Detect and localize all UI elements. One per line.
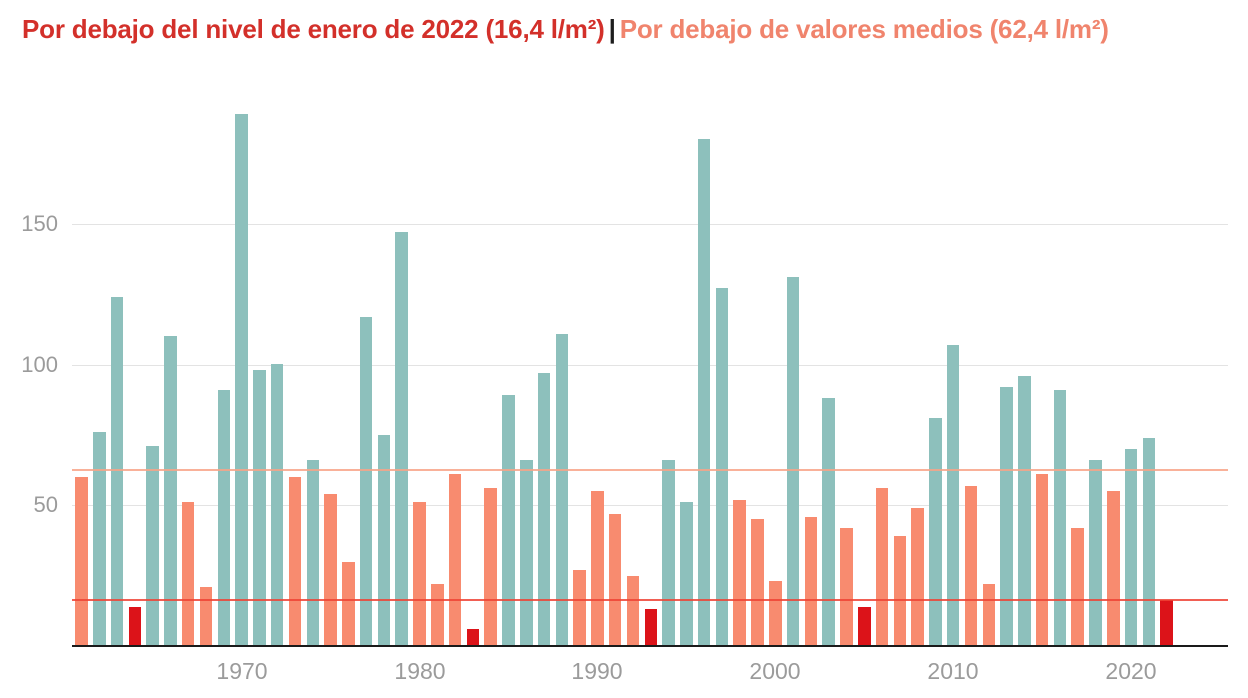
- bar-2008[interactable]: [911, 508, 924, 646]
- bar-2019[interactable]: [1107, 491, 1120, 646]
- x-axis-baseline: [72, 645, 1228, 647]
- bar-1989[interactable]: [573, 570, 586, 646]
- bar-2011[interactable]: [964, 486, 978, 646]
- bar-2004[interactable]: [840, 528, 853, 646]
- bar-1983[interactable]: [466, 629, 480, 646]
- bar-2001[interactable]: [786, 277, 800, 646]
- bar-1987[interactable]: [537, 373, 551, 646]
- bar-1993[interactable]: [644, 609, 658, 646]
- bar-2016[interactable]: [1053, 390, 1067, 646]
- bar-1984[interactable]: [484, 488, 497, 646]
- refline-enero_2022: [72, 599, 1228, 601]
- bar-2013[interactable]: [1000, 387, 1013, 646]
- bar-2014[interactable]: [1018, 376, 1031, 646]
- bar-1967[interactable]: [181, 502, 195, 646]
- bar-1985[interactable]: [502, 395, 515, 646]
- bar-1980[interactable]: [413, 502, 426, 646]
- bar-1979[interactable]: [395, 232, 408, 646]
- bar-2009[interactable]: [929, 418, 942, 646]
- gridline-150: [72, 224, 1228, 225]
- y-tick-label-150: 150: [21, 211, 58, 236]
- x-tick-label-1990: 1990: [571, 658, 623, 684]
- refline-valores_medios: [72, 469, 1228, 471]
- bar-2015[interactable]: [1035, 474, 1049, 646]
- x-tick-label-1970: 1970: [216, 658, 268, 684]
- bar-1966[interactable]: [164, 336, 177, 646]
- bar-2002[interactable]: [804, 517, 818, 646]
- bar-2010[interactable]: [946, 345, 960, 646]
- title-segment-below-average: Por debajo de valores medios (62,4 l/m²): [619, 14, 1109, 44]
- gridline-100: [72, 365, 1228, 366]
- bar-1970[interactable]: [235, 114, 248, 646]
- bar-1994[interactable]: [662, 460, 675, 646]
- bar-1992[interactable]: [626, 576, 640, 646]
- bar-2006[interactable]: [875, 488, 889, 646]
- bar-1995[interactable]: [680, 502, 693, 646]
- bar-2005[interactable]: [858, 607, 871, 646]
- bar-1965[interactable]: [146, 446, 159, 646]
- bar-1969[interactable]: [217, 390, 231, 646]
- x-tick-label-2000: 2000: [749, 658, 801, 684]
- bar-1990[interactable]: [591, 491, 604, 646]
- bar-1975[interactable]: [324, 494, 337, 646]
- x-tick-label-1980: 1980: [394, 658, 446, 684]
- bar-1978[interactable]: [377, 435, 391, 646]
- bar-2012[interactable]: [982, 584, 996, 646]
- bar-1976[interactable]: [342, 562, 355, 646]
- bar-2000[interactable]: [769, 581, 782, 646]
- bar-2007[interactable]: [893, 536, 907, 646]
- bar-1981[interactable]: [431, 584, 444, 646]
- bar-1998[interactable]: [733, 500, 746, 646]
- bar-1996[interactable]: [697, 139, 711, 646]
- x-tick-label-2020: 2020: [1105, 658, 1157, 684]
- bar-2021[interactable]: [1142, 438, 1156, 646]
- x-tick-label-2010: 2010: [927, 658, 979, 684]
- bar-1999[interactable]: [751, 519, 764, 646]
- bar-1961[interactable]: [75, 477, 88, 646]
- bar-1972[interactable]: [270, 364, 284, 646]
- bar-1997[interactable]: [715, 288, 729, 646]
- bar-2020[interactable]: [1124, 449, 1138, 646]
- bar-1974[interactable]: [306, 460, 320, 646]
- bar-1963[interactable]: [110, 297, 124, 646]
- bar-1971[interactable]: [253, 370, 266, 646]
- bar-1986[interactable]: [520, 460, 533, 646]
- bar-1964[interactable]: [128, 607, 142, 646]
- bar-2003[interactable]: [822, 398, 835, 646]
- bar-2022[interactable]: [1160, 600, 1173, 646]
- y-tick-label-100: 100: [21, 352, 58, 377]
- bar-1988[interactable]: [555, 334, 569, 646]
- title-segment-below-jan2022: Por debajo del nivel de enero de 2022 (1…: [22, 14, 605, 44]
- bar-1982[interactable]: [448, 474, 462, 646]
- bar-2017[interactable]: [1071, 528, 1084, 646]
- bar-1973[interactable]: [288, 477, 302, 646]
- bar-2018[interactable]: [1089, 460, 1102, 646]
- bar-1977[interactable]: [359, 317, 373, 646]
- title-separator: |: [608, 14, 616, 44]
- chart-title: Por debajo del nivel de enero de 2022 (1…: [22, 14, 1109, 45]
- bar-1962[interactable]: [93, 432, 106, 646]
- y-tick-label-50: 50: [33, 492, 58, 517]
- bar-1968[interactable]: [199, 587, 213, 646]
- bar-1991[interactable]: [608, 514, 622, 646]
- gridline-50: [72, 505, 1228, 506]
